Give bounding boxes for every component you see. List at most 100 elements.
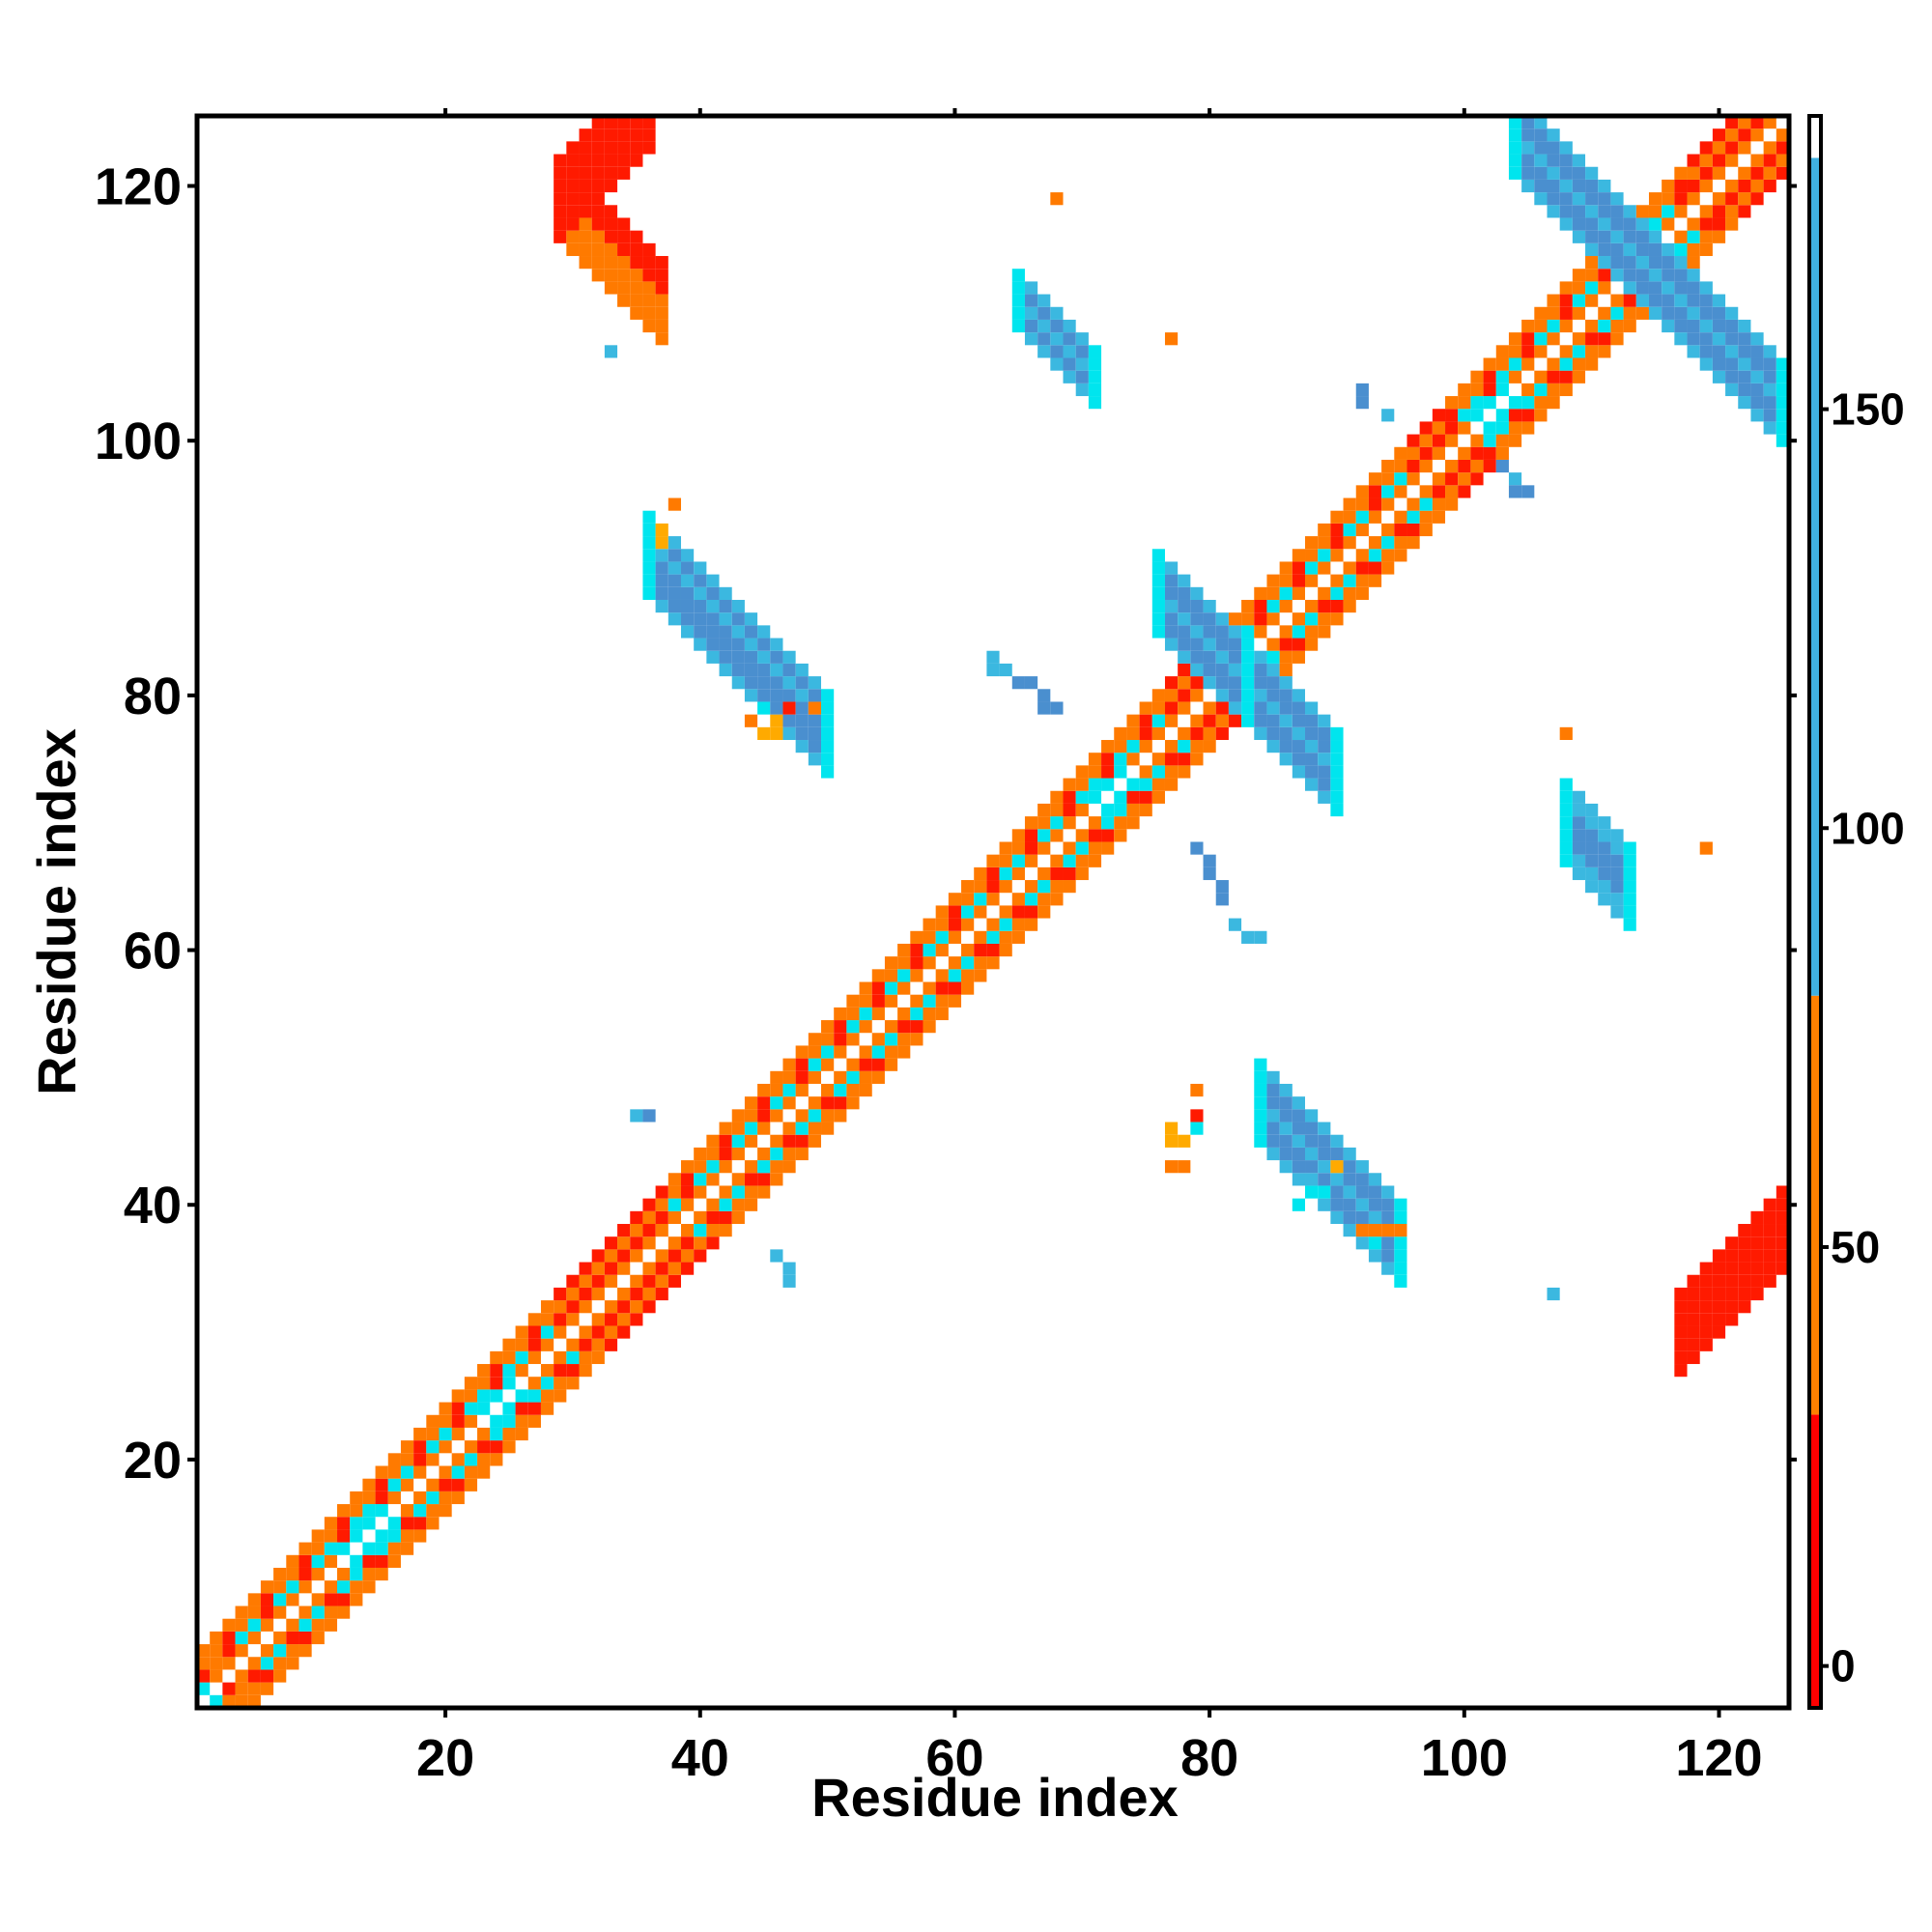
heatmap-cell xyxy=(1763,1210,1776,1224)
heatmap-cell xyxy=(1381,1262,1395,1275)
x-tick-label: 60 xyxy=(925,1729,983,1787)
heatmap-cell xyxy=(1279,1134,1293,1148)
heatmap-cell xyxy=(630,1249,643,1263)
heatmap-cell xyxy=(464,1402,478,1415)
heatmap-cell xyxy=(1699,154,1713,167)
heatmap-cell xyxy=(1063,854,1076,867)
heatmap-cell xyxy=(604,345,618,358)
heatmap-cell xyxy=(821,726,835,741)
heatmap-cell xyxy=(731,663,745,677)
heatmap-cell xyxy=(1750,1249,1764,1263)
heatmap-cell xyxy=(1738,1249,1751,1263)
heatmap-cell xyxy=(821,701,835,715)
heatmap-cell xyxy=(986,854,1000,867)
heatmap-cell xyxy=(1318,549,1331,562)
heatmap-cell xyxy=(1687,166,1700,180)
heatmap-cell xyxy=(1674,1325,1688,1339)
heatmap-cell xyxy=(1114,790,1127,804)
heatmap-cell xyxy=(1521,383,1535,397)
heatmap-cell xyxy=(1559,306,1573,320)
heatmap-cell xyxy=(1126,714,1140,727)
heatmap-cell xyxy=(1203,625,1216,639)
heatmap-cell xyxy=(1508,396,1522,410)
heatmap-cell xyxy=(617,242,631,257)
heatmap-cell xyxy=(1101,765,1115,779)
heatmap-cell xyxy=(1011,893,1025,906)
heatmap-cell xyxy=(1126,726,1140,741)
heatmap-cell xyxy=(1178,625,1191,639)
heatmap-cell xyxy=(795,676,809,690)
heatmap-cell xyxy=(884,1033,898,1046)
heatmap-cell xyxy=(999,841,1012,855)
heatmap-cell xyxy=(923,1020,936,1034)
heatmap-cell xyxy=(680,1224,695,1237)
heatmap-cell xyxy=(782,1274,796,1288)
heatmap-cell xyxy=(1635,306,1649,320)
heatmap-cell xyxy=(1662,281,1675,295)
heatmap-cell xyxy=(1305,1122,1319,1135)
heatmap-cell xyxy=(1508,485,1522,498)
heatmap-cell xyxy=(1419,523,1433,537)
heatmap-cell xyxy=(591,1325,605,1339)
heatmap-cell xyxy=(821,689,835,702)
heatmap-cell xyxy=(1254,1096,1267,1110)
heatmap-cell xyxy=(757,1122,771,1135)
heatmap-cell xyxy=(566,192,580,206)
heatmap-cell xyxy=(1178,1134,1191,1148)
heatmap-cell xyxy=(426,1478,440,1492)
heatmap-cell xyxy=(286,1580,299,1594)
heatmap-cell xyxy=(1445,459,1459,473)
heatmap-cell xyxy=(350,1529,363,1543)
heatmap-cell xyxy=(795,714,809,727)
heatmap-cell xyxy=(1725,332,1739,346)
heatmap-cell xyxy=(1559,154,1573,167)
x-axis-title: Residue index xyxy=(811,1767,1179,1828)
heatmap-cell xyxy=(1063,357,1076,371)
heatmap-cell xyxy=(579,128,592,142)
heatmap-cell xyxy=(1394,523,1407,537)
heatmap-cell xyxy=(273,1580,287,1594)
heatmap-cell xyxy=(1178,676,1191,690)
heatmap-cell xyxy=(579,256,592,270)
heatmap-cell xyxy=(1598,319,1611,333)
heatmap-cell xyxy=(1750,116,1764,129)
heatmap-cell xyxy=(1164,753,1179,766)
heatmap-cell xyxy=(1495,446,1509,460)
heatmap-cell xyxy=(1011,854,1025,867)
heatmap-cell xyxy=(744,663,758,677)
heatmap-cell xyxy=(1483,383,1496,397)
heatmap-cell xyxy=(1241,625,1255,639)
heatmap-cell xyxy=(655,549,668,562)
heatmap-cell xyxy=(1559,778,1573,791)
heatmap-cell xyxy=(1279,650,1293,664)
heatmap-cell xyxy=(1037,319,1051,333)
heatmap-cell xyxy=(1343,561,1356,575)
heatmap-cell xyxy=(668,549,681,562)
heatmap-cell xyxy=(1406,523,1420,537)
heatmap-cell xyxy=(477,1465,491,1479)
heatmap-cell xyxy=(1687,179,1700,193)
heatmap-cell xyxy=(515,1325,528,1339)
heatmap-cell xyxy=(1610,256,1624,270)
heatmap-cell xyxy=(744,1122,758,1135)
heatmap-cell xyxy=(515,1350,528,1365)
heatmap-cell xyxy=(286,1657,299,1670)
heatmap-cell xyxy=(770,726,783,741)
heatmap-cell xyxy=(1343,523,1356,537)
heatmap-cell xyxy=(1547,154,1560,167)
heatmap-cell xyxy=(540,1338,554,1351)
heatmap-cell xyxy=(910,930,923,944)
heatmap-cell xyxy=(680,586,695,600)
heatmap-cell xyxy=(719,625,732,639)
heatmap-cell xyxy=(1114,726,1127,741)
heatmap-cell xyxy=(1547,141,1560,155)
heatmap-cell xyxy=(1776,1198,1789,1211)
heatmap-cell xyxy=(1011,930,1025,944)
heatmap-cell xyxy=(1534,128,1548,142)
y-tick-label: 40 xyxy=(124,1177,182,1235)
heatmap-cell xyxy=(1674,242,1688,257)
colorbar-tick-label: 0 xyxy=(1831,1641,1856,1691)
heatmap-cell xyxy=(426,1414,440,1428)
heatmap-cell xyxy=(1610,867,1624,881)
heatmap-cell xyxy=(375,1465,388,1479)
